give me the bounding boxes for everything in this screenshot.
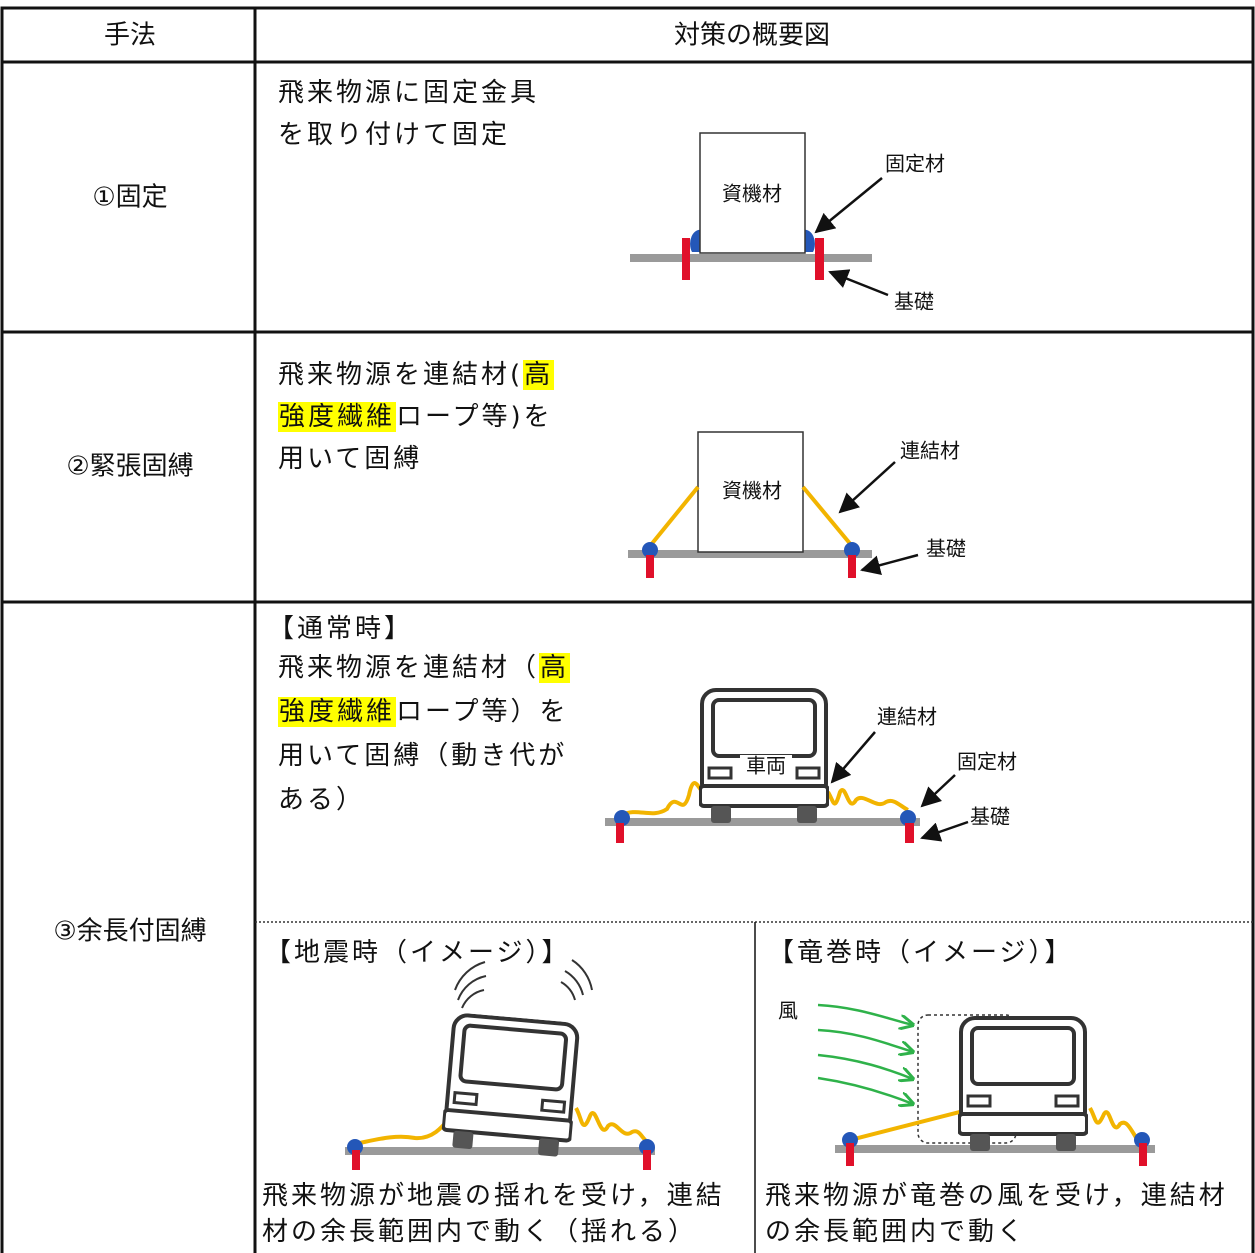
- text: を取り付けて固定: [278, 120, 511, 150]
- description-line: 強度繊維ロープ等）を: [278, 697, 569, 727]
- method-cell: ②緊張固縛: [66, 452, 193, 482]
- text: 材の余長範囲内で動く（揺れる）: [262, 1217, 698, 1247]
- header-cell: 手法: [104, 21, 156, 51]
- caption-line: 飛来物源が地震の揺れを受け，連結: [262, 1183, 725, 1209]
- diagram-tornado: 風: [778, 999, 1155, 1166]
- diagram-label: 基礎: [970, 805, 1010, 829]
- diagram-label: 資機材: [722, 182, 782, 206]
- diagram-label: 資機材: [722, 479, 782, 503]
- diagram-label: 連結材: [900, 439, 960, 463]
- text: 用いて固縛: [278, 444, 423, 474]
- description-line: 飛来物源を連結材(高: [278, 360, 555, 390]
- section-heading: 【通常時】: [268, 614, 414, 644]
- description-line: 飛来物源を連結材（高: [278, 653, 571, 683]
- text: 飛来物源が地震の揺れを受け，連結: [262, 1181, 725, 1211]
- text: 飛来物源を連結材（: [278, 653, 540, 683]
- text: 飛来物源を連結材(: [278, 360, 524, 390]
- diagram-earthquake: [345, 959, 655, 1170]
- table-borders: [0, 6, 1255, 1253]
- description-line: 飛来物源に固定金具: [278, 80, 539, 106]
- description-line: 用いて固縛: [278, 446, 422, 472]
- diagram-tension: 資機材 連結材 基礎: [628, 431, 966, 578]
- text: 用いて固縛（動き代が: [278, 741, 568, 771]
- description-line: 用いて固縛（動き代が: [278, 743, 567, 769]
- text: 飛来物源が竜巻の風を受け，連結材: [765, 1181, 1228, 1211]
- method-cell: ③余長付固縛: [53, 917, 206, 947]
- diagram-label: 基礎: [894, 290, 934, 314]
- section-heading: 【地震時（イメージ）】: [265, 938, 571, 968]
- diagram-label: 連結材: [877, 705, 937, 729]
- diagram-label: 基礎: [926, 537, 966, 561]
- description-line: 強度繊維ロープ等)を: [278, 402, 553, 432]
- diagram-label: 固定材: [957, 750, 1017, 774]
- header-cell: 対策の概要図: [674, 21, 830, 51]
- highlighted-text: 高: [523, 360, 555, 390]
- caption-line: 飛来物源が竜巻の風を受け，連結材: [765, 1183, 1228, 1209]
- highlighted-text: 強度繊維: [278, 402, 397, 432]
- text: ロープ等）を: [396, 697, 569, 727]
- text: の余長範囲内で動く: [765, 1217, 1027, 1247]
- highlighted-text: 高: [539, 653, 571, 683]
- section-heading: 【竜巻時（イメージ）】: [768, 938, 1074, 968]
- text: 飛来物源に固定金具: [278, 78, 540, 108]
- caption-line: の余長範囲内で動く: [765, 1219, 1026, 1245]
- text: ある）: [278, 785, 366, 815]
- caption-line: 材の余長範囲内で動く（揺れる）: [262, 1219, 697, 1245]
- description-line: ある）: [278, 787, 365, 813]
- diagram-fixed: 資機材 固定材 基礎: [630, 132, 945, 314]
- diagram-label: 車両: [746, 754, 786, 778]
- highlighted-text: 強度繊維: [278, 697, 397, 727]
- text: ロープ等)を: [396, 402, 553, 432]
- diagram-slack-normal: 車両 連結材 固定材 基礎: [605, 690, 1017, 843]
- description-line: を取り付けて固定: [278, 122, 510, 148]
- diagram-label: 固定材: [885, 152, 945, 176]
- diagram-label: 風: [778, 999, 798, 1023]
- method-cell: ①固定: [92, 183, 167, 213]
